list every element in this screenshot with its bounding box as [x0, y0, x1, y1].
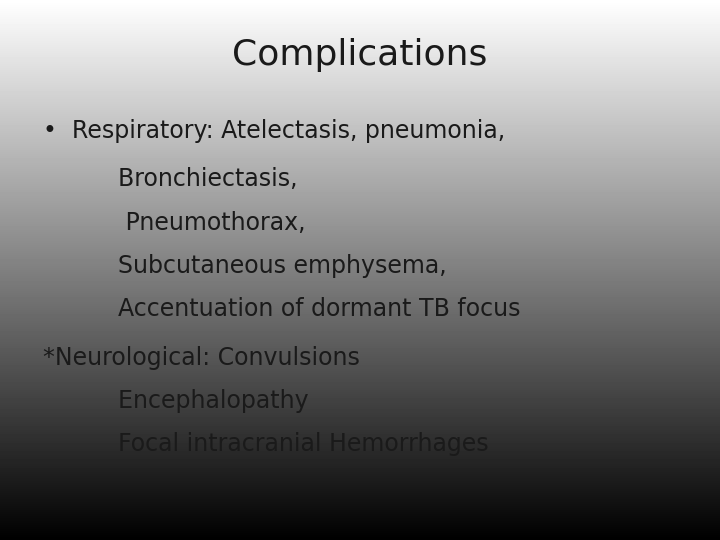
- Text: Subcutaneous emphysema,: Subcutaneous emphysema,: [43, 254, 447, 278]
- Text: Bronchiectasis,: Bronchiectasis,: [43, 167, 297, 191]
- Text: Accentuation of dormant TB focus: Accentuation of dormant TB focus: [43, 297, 521, 321]
- Text: Pneumothorax,: Pneumothorax,: [43, 211, 306, 234]
- Text: •  Respiratory: Atelectasis, pneumonia,: • Respiratory: Atelectasis, pneumonia,: [43, 119, 505, 143]
- Text: *Neurological: Convulsions: *Neurological: Convulsions: [43, 346, 360, 369]
- Text: Encephalopathy: Encephalopathy: [43, 389, 309, 413]
- Text: Focal intracranial Hemorrhages: Focal intracranial Hemorrhages: [43, 432, 489, 456]
- Text: Complications: Complications: [233, 38, 487, 72]
